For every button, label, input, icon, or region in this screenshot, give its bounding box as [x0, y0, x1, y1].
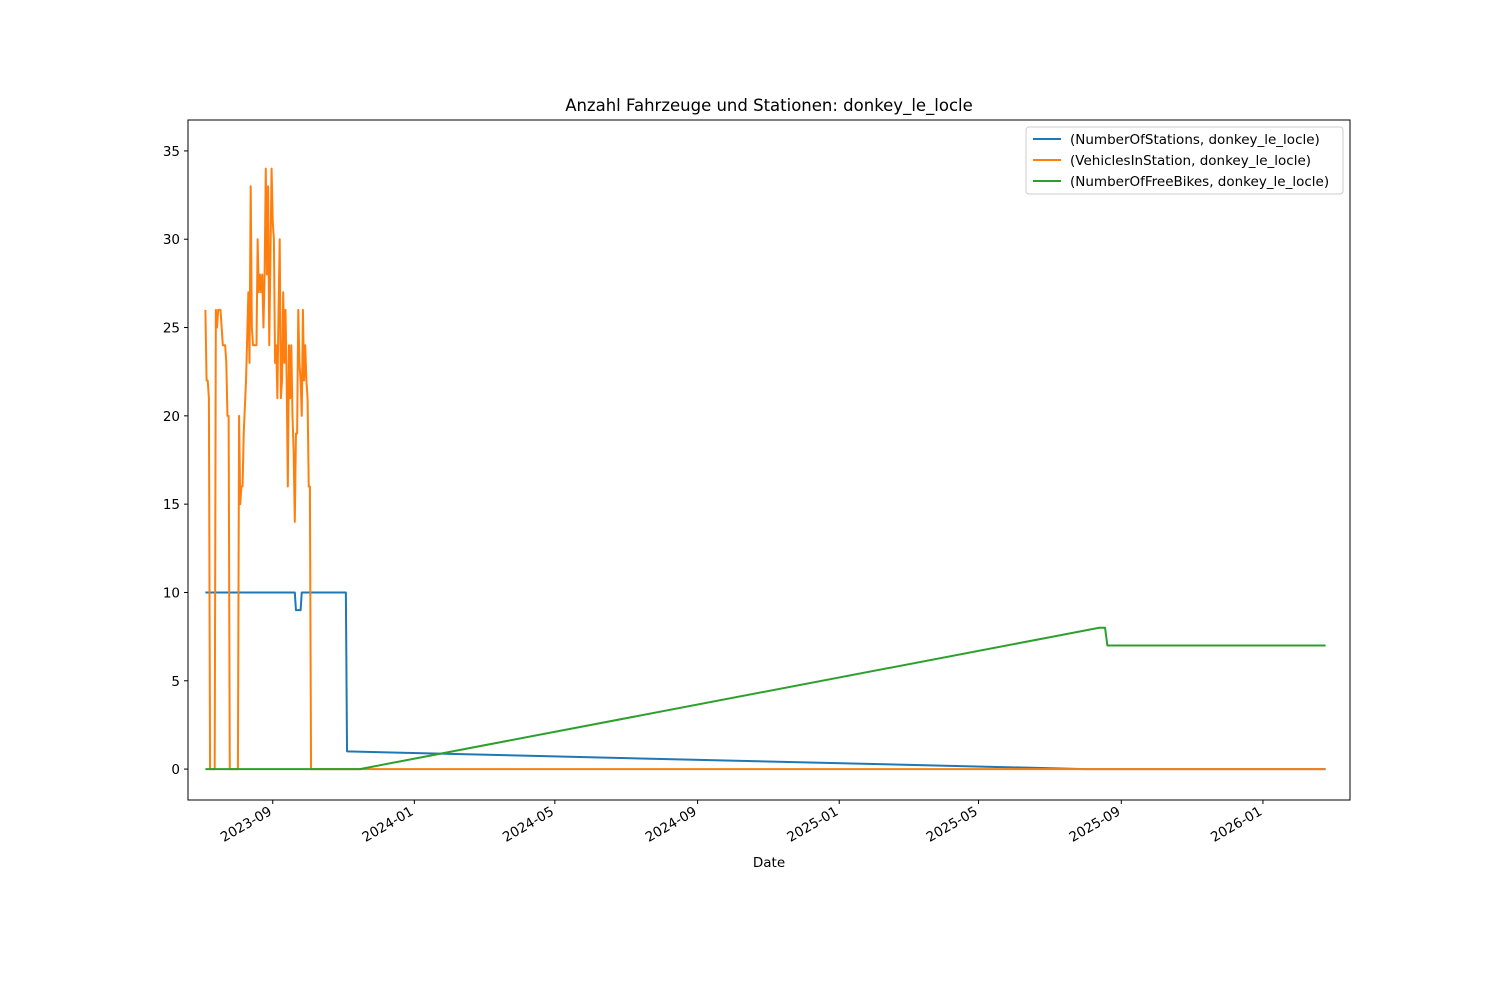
- series-line-3: [205, 626, 1326, 771]
- series-line-2: [204, 167, 1326, 771]
- legend-label-2: (VehiclesInStation, donkey_le_locle): [1070, 153, 1311, 169]
- legend-box: [1025, 126, 1344, 195]
- y-tick-label: 30: [163, 232, 180, 248]
- y-tick-label: 25: [163, 321, 180, 337]
- y-tick-label: 0: [171, 762, 180, 778]
- axes-frame: [187, 119, 1351, 801]
- legend: (NumberOfStations, donkey_le_locle) (Vehi…: [1025, 126, 1344, 195]
- plot-area: [204, 167, 1326, 771]
- series-line-1: [205, 591, 1326, 771]
- x-axis-label: Date: [753, 855, 785, 871]
- y-tick-label: 20: [163, 409, 180, 425]
- y-tick-label: 15: [163, 497, 180, 513]
- y-tick-label: 10: [163, 585, 180, 601]
- chart-title: Anzahl Fahrzeuge und Stationen: donkey_l…: [565, 96, 973, 116]
- legend-label-3: (NumberOfFreeBikes, donkey_le_locle): [1070, 174, 1329, 190]
- y-tick-label: 35: [163, 144, 180, 160]
- legend-label-1: (NumberOfStations, donkey_le_locle): [1070, 132, 1320, 148]
- y-tick-label: 5: [171, 674, 180, 690]
